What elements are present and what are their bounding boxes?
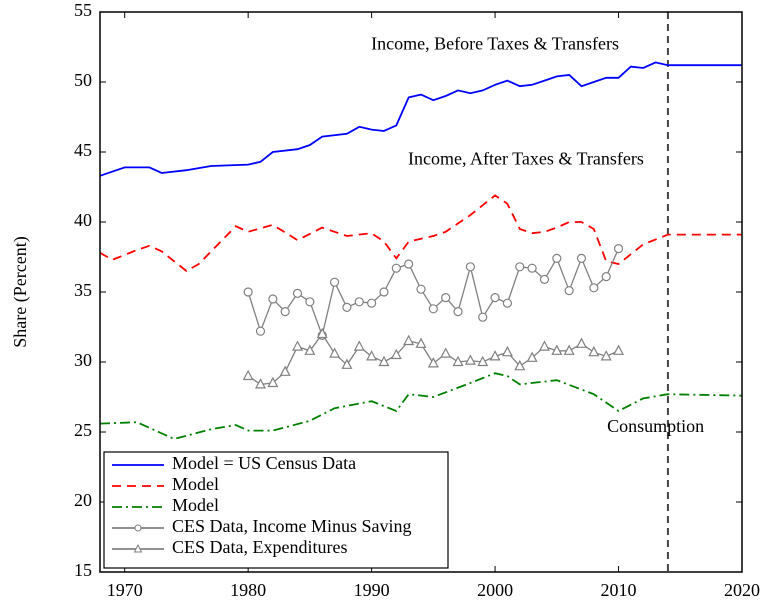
marker — [391, 263, 401, 273]
marker — [552, 253, 562, 263]
series-line — [247, 248, 620, 338]
marker — [527, 263, 537, 273]
marker — [490, 293, 500, 303]
marker — [502, 298, 513, 308]
marker — [551, 344, 563, 355]
marker — [613, 344, 625, 355]
plot-frame — [99, 11, 743, 573]
marker — [268, 294, 278, 304]
y-tick-label: 50 — [74, 70, 92, 90]
marker — [539, 274, 550, 284]
y-axis-label: Share (Percent) — [10, 236, 31, 347]
marker — [440, 347, 452, 358]
marker — [416, 284, 426, 294]
y-tick-label: 15 — [74, 560, 92, 580]
marker — [613, 244, 624, 254]
marker — [526, 351, 538, 362]
marker — [588, 345, 600, 357]
marker — [280, 307, 290, 317]
legend-label: CES Data, Expenditures — [172, 537, 347, 557]
marker — [342, 302, 352, 312]
legend-label: Model — [172, 474, 219, 494]
marker — [242, 369, 254, 381]
marker — [379, 287, 389, 297]
series-line — [99, 194, 742, 273]
marker — [441, 293, 451, 303]
x-tick-label: 1980 — [230, 580, 266, 600]
legend-marker — [134, 524, 142, 532]
marker — [589, 283, 599, 293]
marker — [354, 297, 364, 307]
y-tick-label: 35 — [74, 280, 92, 300]
x-tick-label: 1990 — [354, 580, 390, 600]
marker — [292, 340, 304, 351]
marker — [428, 304, 438, 314]
annotation: Income, After Taxes & Transfers — [408, 149, 644, 169]
legend-label: Model = US Census Data — [172, 453, 356, 473]
marker — [601, 272, 611, 282]
marker — [367, 298, 377, 308]
marker — [563, 344, 575, 355]
y-tick-label: 30 — [74, 350, 92, 370]
x-tick-label: 1970 — [107, 580, 143, 600]
marker — [279, 365, 291, 376]
marker — [477, 355, 489, 367]
marker — [576, 253, 587, 263]
marker — [243, 287, 253, 297]
series-line — [99, 61, 742, 177]
marker — [415, 337, 427, 348]
marker — [464, 354, 476, 365]
marker — [329, 277, 340, 287]
marker — [267, 376, 279, 388]
marker — [404, 259, 414, 269]
x-tick-label: 2000 — [477, 580, 513, 600]
marker — [255, 378, 266, 389]
marker — [576, 337, 587, 348]
legend-label: CES Data, Income Minus Saving — [172, 516, 411, 536]
marker — [255, 326, 266, 336]
marker — [329, 347, 341, 358]
marker — [452, 355, 464, 367]
marker — [453, 307, 463, 317]
y-tick-label: 40 — [74, 210, 92, 230]
marker — [390, 348, 402, 360]
marker — [515, 262, 525, 272]
x-tick-label: 2010 — [601, 580, 637, 600]
y-tick-label: 20 — [74, 490, 92, 510]
marker — [478, 312, 488, 322]
marker — [465, 262, 475, 272]
marker — [353, 340, 365, 351]
marker — [489, 350, 501, 361]
x-tick-label: 2020 — [724, 580, 760, 600]
series-line — [99, 372, 743, 440]
marker — [305, 297, 315, 307]
marker — [316, 327, 328, 339]
annotation: Consumption — [607, 416, 704, 436]
y-tick-label: 45 — [74, 140, 92, 160]
marker — [378, 355, 390, 367]
marker — [514, 359, 526, 371]
marker — [341, 358, 353, 369]
legend-marker — [133, 543, 143, 553]
legend-label: Model — [172, 495, 219, 515]
y-tick-label: 55 — [74, 0, 92, 20]
marker — [564, 286, 574, 296]
marker — [403, 334, 415, 346]
y-tick-label: 25 — [74, 420, 92, 440]
marker — [366, 350, 378, 361]
marker — [600, 350, 612, 361]
marker — [292, 288, 303, 298]
annotation: Income, Before Taxes & Transfers — [371, 34, 619, 54]
marker — [427, 357, 439, 368]
marker — [501, 345, 513, 357]
marker — [538, 340, 550, 351]
marker — [304, 344, 316, 355]
